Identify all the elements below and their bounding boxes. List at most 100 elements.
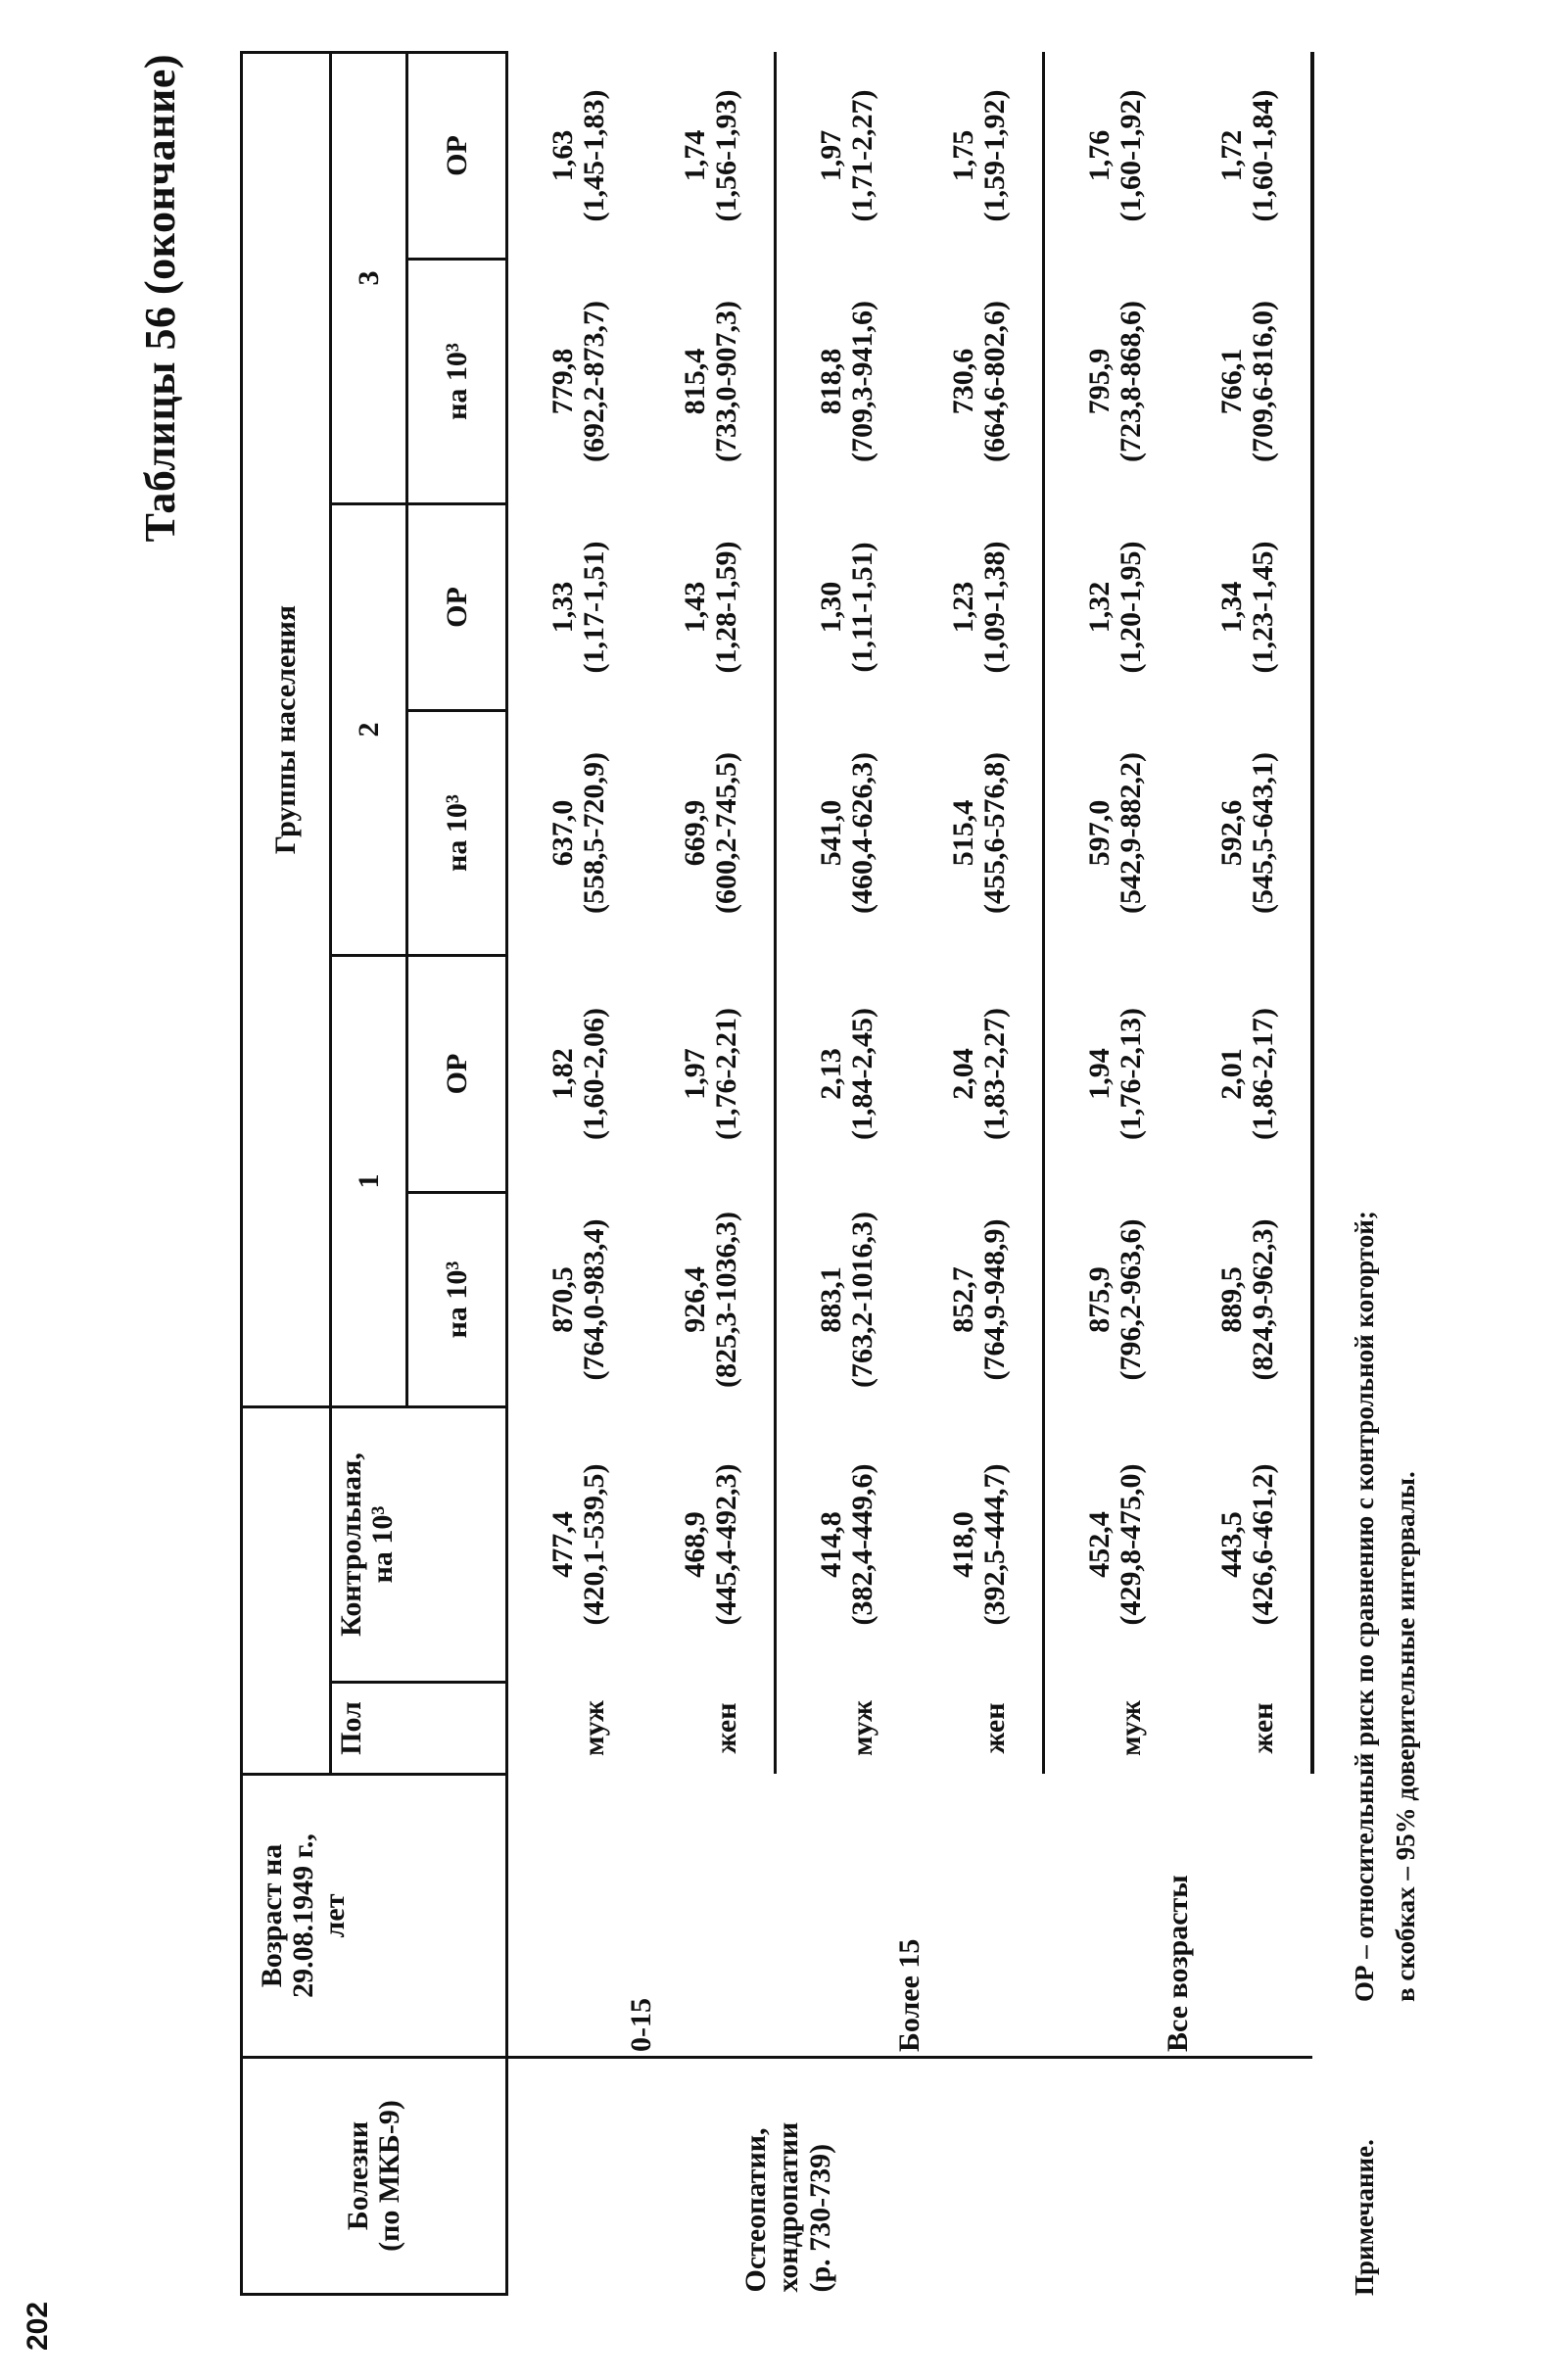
header-age: Возраст на 29.08.1949 г., лет: [241, 1774, 507, 2058]
value: 766,1: [1215, 348, 1248, 415]
value: 1,30: [814, 581, 847, 634]
confidence-interval: (1,86-2,17): [1247, 1008, 1279, 1140]
confidence-interval: (1,56-1,93): [710, 89, 743, 222]
note-line-2: в скобках – 95% доверительные интервалы.: [1391, 1471, 1420, 2002]
value-cell: 1,94 (1,76-2,13): [1044, 956, 1178, 1193]
value: 637,0: [546, 799, 579, 867]
confidence-interval: (1,60-1,92): [1114, 89, 1147, 222]
value-cell: 815,4 (733,0-907,3): [641, 259, 776, 504]
header-text: 29.08.1949 г.,: [287, 1833, 319, 1998]
value: 730,6: [947, 348, 980, 415]
value: 1,76: [1082, 129, 1116, 182]
value-cell: 477,4 (420,1-539,5): [507, 1407, 641, 1683]
header-text: (по МКБ-9): [373, 2100, 405, 2252]
confidence-interval: (1,20-1,95): [1114, 541, 1147, 674]
value: 779,8: [546, 348, 579, 415]
value: 875,9: [1082, 1266, 1116, 1333]
value-cell: 852,7 (764,9-948,9): [909, 1192, 1044, 1407]
value-cell: 541,0 (460,4-626,3): [776, 711, 910, 956]
value: 1,43: [679, 581, 712, 634]
value-cell: 2,04 (1,83-2,27): [909, 955, 1044, 1193]
confidence-interval: (429,8-475,0): [1114, 1463, 1147, 1626]
header-rr: ОР: [406, 503, 507, 711]
value-cell: 418,0 (392,5-444,7): [909, 1406, 1044, 1683]
value-cell: 2,01 (1,86-2,17): [1177, 955, 1312, 1193]
header-rr: ОР: [406, 52, 507, 260]
table-body: Остеопатии, хондропатии (р. 730-739) 0-15 му…: [506, 52, 1312, 2295]
value-cell: 883,1 (763,2-1016,3): [776, 1193, 910, 1407]
value: 468,9: [679, 1511, 712, 1578]
disease-cell: Остеопатии, хондропатии (р. 730-739): [506, 2057, 1312, 2295]
age-group-cell: Все возрасты: [1161, 1875, 1194, 2052]
value: 2,04: [947, 1048, 980, 1100]
confidence-interval: (723,8-868,6): [1114, 301, 1147, 462]
value-cell: 766,1 (709,6-816,0): [1177, 259, 1312, 504]
confidence-interval: (600,2-745,5): [710, 752, 743, 914]
value: 477,4: [546, 1511, 579, 1578]
value: 1,23: [947, 581, 980, 634]
confidence-interval: (392,5-444,7): [978, 1463, 1012, 1626]
confidence-interval: (420,1-539,5): [577, 1463, 610, 1626]
value-cell: 452,4 (429,8-475,0): [1044, 1407, 1178, 1683]
value-cell: 1,43 (1,28-1,59): [641, 503, 776, 711]
header-text: лет: [318, 1893, 351, 1938]
age-group-cell: 0-15: [625, 1998, 658, 2052]
value-cell: 730,6 (664,6-802,6): [909, 259, 1044, 504]
value-cell: 1,30 (1,11-1,51): [776, 504, 910, 711]
value-cell: 515,4 (455,6-576,8): [909, 710, 1044, 956]
value: 926,4: [679, 1266, 712, 1333]
value-cell: 1,82 (1,60-2,06): [507, 956, 641, 1193]
value-cell: 779,8 (692,2-873,7): [507, 260, 641, 504]
value: 592,6: [1215, 799, 1248, 867]
header-group-1: 1: [330, 955, 407, 1407]
value: 889,5: [1215, 1266, 1248, 1333]
value-cell: 443,5 (426,6-461,2): [1177, 1406, 1312, 1683]
value-cell: 1,63 (1,45-1,83): [507, 52, 641, 259]
disease-label: Остеопатии,: [739, 2127, 772, 2293]
confidence-interval: (1,59-1,92): [978, 89, 1012, 222]
footnote: Примечание. ОР – относительный риск по ср…: [1344, 1211, 1426, 2296]
header-text: Контрольная,: [335, 1452, 367, 1637]
confidence-interval: (824,9-962,3): [1247, 1218, 1279, 1381]
confidence-interval: (1,76-2,21): [710, 1008, 743, 1140]
table-header: Болезни (по МКБ-9) Возраст на 29.08.1949…: [241, 52, 507, 2295]
value-cell: 1,97 (1,71-2,27): [776, 52, 910, 259]
sex-cell: жен: [909, 1682, 1044, 1775]
confidence-interval: (1,83-2,27): [978, 1008, 1012, 1140]
header-empty: [241, 1406, 331, 1775]
sex-cell: муж: [1114, 1700, 1147, 1756]
value: 2,13: [814, 1048, 847, 1100]
confidence-interval: (1,11-1,51): [845, 542, 878, 673]
header-rr: ОР: [406, 955, 507, 1193]
confidence-interval: (796,2-963,6): [1114, 1218, 1147, 1381]
confidence-interval: (1,09-1,38): [978, 541, 1012, 674]
confidence-interval: (825,3-1036,3): [710, 1212, 743, 1388]
value: 2,01: [1215, 1048, 1248, 1100]
header-text: на 10³: [366, 1505, 399, 1584]
value-cell: 926,4 (825,3-1036,3): [641, 1192, 776, 1407]
value-cell: 1,75 (1,59-1,92): [909, 52, 1044, 260]
confidence-interval: (542,9-882,2): [1114, 752, 1147, 914]
confidence-interval: (460,4-626,3): [845, 752, 878, 914]
value-cell: 592,6 (545,5-643,1): [1177, 710, 1312, 956]
value-cell: 870,5 (764,0-983,4): [507, 1193, 641, 1407]
value-cell: 2,13 (1,84-2,45): [776, 956, 910, 1193]
value: 541,0: [814, 799, 847, 867]
value: 852,7: [947, 1266, 980, 1333]
header-rate: на 10³: [406, 1192, 507, 1407]
value-cell: 1,72 (1,60-1,84): [1177, 52, 1312, 260]
sex-cell: жен: [641, 1682, 776, 1775]
header-disease: Болезни (по МКБ-9): [241, 2057, 507, 2295]
value-cell: 414,8 (382,4-449,6): [776, 1407, 910, 1683]
header-rate: на 10³: [406, 259, 507, 504]
value: 818,8: [814, 348, 847, 415]
confidence-interval: (709,6-816,0): [1247, 301, 1279, 462]
age-group-cell: Более 15: [892, 1938, 926, 2052]
value-cell: 1,33 (1,17-1,51): [507, 504, 641, 711]
confidence-interval: (1,71-2,27): [845, 89, 878, 222]
header-group-3: 3: [330, 52, 407, 504]
note-label: Примечание.: [1350, 2139, 1379, 2296]
value: 1,75: [947, 129, 980, 182]
value-cell: 1,32 (1,20-1,95): [1044, 504, 1178, 711]
header-sex: Пол: [330, 1682, 507, 1775]
